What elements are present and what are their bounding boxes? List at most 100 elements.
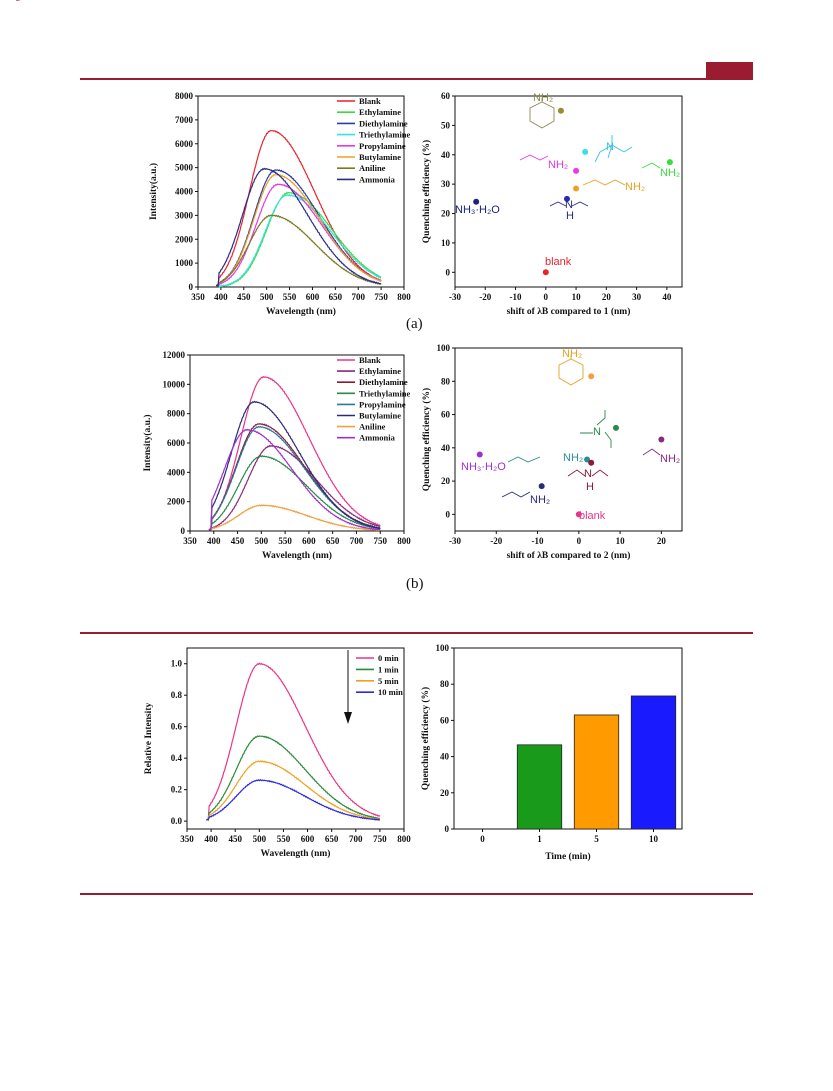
fig-b-scatter-point-label: NH₃·H₂O <box>461 461 506 473</box>
separator-rule-top <box>80 632 753 634</box>
fig-a-scatter-y-tick-label: 0 <box>446 267 451 277</box>
fig-b-spectra-x-tick-label: 750 <box>373 536 387 546</box>
fig-b-scatter-point <box>476 451 483 458</box>
fig-b-spectra-series-line <box>208 454 381 531</box>
fig-c-spectra-x-axis-label: Wavelength (nm) <box>261 848 331 859</box>
fig-a-scatter-y-tick-label: 10 <box>441 238 451 248</box>
fig-a-spectra-y-axis-label: Intensity(a.u.) <box>148 163 159 220</box>
fig-a-spectra-y-tick-label: 6000 <box>175 139 194 149</box>
fig-b-scatter-point <box>575 511 582 518</box>
fig-a-spectra-legend-label: Propylamine <box>359 141 406 151</box>
fig-b-scatter-molecule-sketch <box>580 410 612 448</box>
fig-c-bar-x-tick-label: 0 <box>480 834 485 844</box>
fig-a-scatter-molecule-sketch <box>582 179 626 186</box>
fig-a-spectra-series-line <box>216 214 382 287</box>
fig-b-scatter-molecule-label: N <box>593 426 601 438</box>
fig-b-blank-label: blank <box>579 510 606 522</box>
fig-a-spectra-y-tick-label: 7000 <box>175 115 194 125</box>
header-accent-tab <box>706 62 753 79</box>
fig-b-scatter-point <box>588 373 595 380</box>
fig-a-spectra-x-tick-label: 500 <box>260 292 274 302</box>
fig-a-scatter-point <box>582 148 589 155</box>
fig-b-scatter-x-axis-label: shift of λB compared to 2 (nm) <box>507 550 631 561</box>
fig-a-scatter-point-label: NH₂ <box>0 0 20 3</box>
fig-b-scatter-molecule-label: H <box>586 481 594 493</box>
fig-b-scatter-molecule-sketch <box>642 448 661 456</box>
fig-a-scatter-benzene-ring <box>529 101 555 129</box>
fig-c-bar-y-tick-label: 80 <box>440 679 450 689</box>
fig-b-spectra-x-tick-label: 550 <box>278 536 292 546</box>
fig-c-spectra-x-tick-label: 500 <box>253 834 267 844</box>
fig-a-spectra-series-line <box>216 129 382 287</box>
fig-a-scatter-molecule-label: NH₂ <box>660 167 680 179</box>
fig-b-spectra-legend-label: Ammonia <box>359 433 396 443</box>
fig-c-bar <box>630 695 677 830</box>
caption-b: (b) <box>406 576 424 592</box>
fig-b-spectra-x-tick-label: 400 <box>207 536 221 546</box>
fig-a-blank-label: blank <box>545 256 572 268</box>
fig-a-spectra-legend-label: Ammonia <box>359 174 396 184</box>
fig-a-scatter-molecule-sketch <box>549 201 589 207</box>
fig-b-spectra-y-tick-label: 4000 <box>167 467 186 477</box>
fig-a-spectra-legend-label: Blank <box>359 96 381 106</box>
fig-c-spectra-x-tick-label: 650 <box>325 834 339 844</box>
fig-b-spectra-y-axis-label: Intensity(a.u.) <box>142 414 153 471</box>
fig-b-scatter-point-label: blank <box>0 0 27 3</box>
fig-b-scatter-molecule-label: NH₂ <box>562 348 582 360</box>
fig-a-scatter-point <box>542 269 549 276</box>
fig-c-bar <box>516 744 563 830</box>
fig-b-spectra-y-tick-label: 6000 <box>167 438 186 448</box>
fig-b-spectra-x-tick-label: 700 <box>350 536 364 546</box>
fig-b-scatter-molecule-sketch <box>507 456 541 463</box>
fig-a-spectra-series-line <box>215 173 382 287</box>
fig-c-spectra-x-tick-label: 450 <box>228 834 242 844</box>
fig-a-scatter-x-tick-label: 20 <box>602 292 612 302</box>
fig-b-spectra-series-line <box>208 400 381 531</box>
fig-c-spectra-y-tick-label: 1.0 <box>171 659 183 669</box>
fig-a-scatter-point-label: NH₂ <box>0 0 20 3</box>
fig-b-scatter-x-tick-label: 10 <box>616 536 626 546</box>
fig-c-spectra-plot-frame <box>186 647 405 830</box>
fig-a-spectra-series-line <box>215 191 382 288</box>
fig-a-scatter-plot-frame <box>454 95 683 288</box>
fig-a-spectra-x-tick-label: 550 <box>283 292 297 302</box>
fig-a-scatter-point <box>666 159 673 166</box>
fig-b-spectra-y-tick-label: 2000 <box>167 497 186 507</box>
fig-b-spectra-legend-label: Butylamine <box>359 411 401 421</box>
fig-b-scatter-y-tick-label: 40 <box>441 443 451 453</box>
fig-a-spectra-y-tick-label: 8000 <box>175 91 194 101</box>
fig-b-spectra-y-tick-label: 8000 <box>167 409 186 419</box>
fig-c-bar-y-tick-label: 60 <box>440 715 450 725</box>
fig-b-scatter-point <box>658 436 665 443</box>
fig-a-spectra-x-tick-label: 450 <box>237 292 251 302</box>
fig-a-scatter-y-tick-label: 20 <box>441 209 451 219</box>
fig-b-spectra-legend-label: Diethylamine <box>359 377 408 387</box>
fig-a-scatter-y-tick-label: 50 <box>441 120 451 130</box>
fig-a-scatter-x-tick-label: 10 <box>572 292 582 302</box>
fig-a-scatter-point <box>573 185 580 192</box>
fig-a-scatter-x-tick-label: -10 <box>510 292 522 302</box>
fig-b-scatter-point-label: NH₂ <box>0 0 20 3</box>
fig-c-spectra-x-tick-label: 350 <box>180 834 194 844</box>
fig-a-scatter-x-tick-label: 0 <box>544 292 549 302</box>
fig-b-scatter-molecule-sketch <box>501 491 531 498</box>
fig-a-spectra-y-tick-label: 2000 <box>175 234 194 244</box>
fig-b-scatter-x-tick-label: -20 <box>490 536 502 546</box>
fig-c-bar-y-tick-label: 40 <box>440 752 450 762</box>
fig-b-spectra-series-line <box>208 375 381 531</box>
fig-b-scatter-y-tick-label: 100 <box>437 343 451 353</box>
fig-b-scatter-point <box>588 459 595 466</box>
fig-a-spectra-y-tick-label: 4000 <box>175 187 194 197</box>
fig-a-spectra-series-line <box>216 193 382 288</box>
fig-c-bar-x-tick-label: 1 <box>537 834 542 844</box>
fig-c-bar-y-axis-label: Quenching efficiency (%) <box>420 687 431 790</box>
fig-a-scatter-molecule-sketch <box>594 135 633 163</box>
separator-rule-bottom <box>80 893 753 895</box>
fig-c-trend-arrowhead <box>344 712 352 724</box>
fig-a-spectra-x-tick-label: 600 <box>306 292 320 302</box>
fig-b-spectra-x-tick-label: 500 <box>255 536 269 546</box>
fig-a-spectra-x-tick-label: 750 <box>374 292 388 302</box>
fig-a-scatter-molecule-sketch <box>641 162 661 169</box>
fig-c-spectra-legend-label: 0 min <box>378 653 399 663</box>
fig-c-spectra-x-tick-label: 400 <box>204 834 218 844</box>
